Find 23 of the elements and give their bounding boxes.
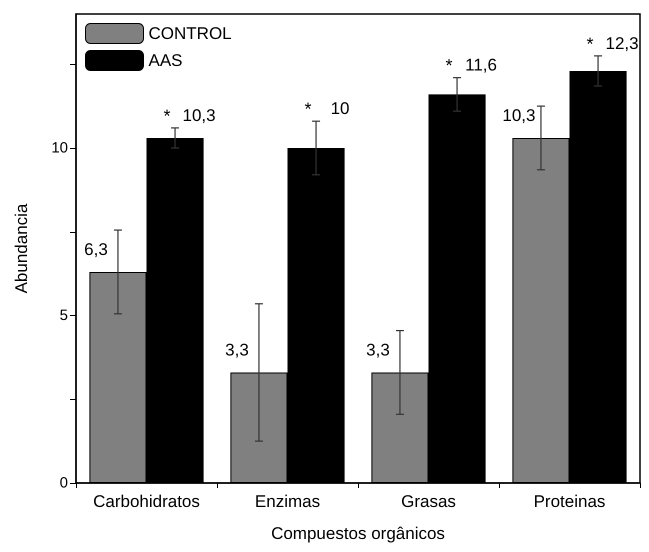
x-tick-label: Grasas bbox=[401, 492, 456, 511]
y-tick-label: 5 bbox=[60, 307, 68, 324]
annotation: * bbox=[304, 99, 312, 120]
legend-label: AAS bbox=[148, 51, 183, 70]
data-label: 12,3 bbox=[606, 34, 639, 53]
x-axis-title: Compuestos orgânicos bbox=[271, 524, 445, 543]
annotation: * bbox=[164, 106, 171, 126]
y-tick-label: 10 bbox=[51, 140, 68, 156]
annotation: * bbox=[446, 56, 453, 76]
y-tick-label: 0 bbox=[60, 474, 68, 492]
data-label: 10,3 bbox=[502, 106, 536, 125]
x-tick-label: Carbohidratos bbox=[93, 492, 200, 511]
x-tick-label: Proteinas bbox=[534, 492, 606, 511]
x-tick-label: Enzimas bbox=[254, 492, 320, 511]
y-axis-title: Abundancia bbox=[12, 203, 31, 294]
data-label: 3,3 bbox=[225, 340, 249, 360]
data-label: 3,3 bbox=[366, 340, 390, 360]
data-label: 11,6 bbox=[465, 56, 497, 75]
data-label: 6,3 bbox=[84, 240, 108, 259]
legend-label: CONTROL bbox=[148, 24, 232, 43]
data-label: 10,3 bbox=[182, 106, 216, 125]
annotation: * bbox=[586, 34, 594, 54]
data-label: 10 bbox=[330, 99, 350, 118]
